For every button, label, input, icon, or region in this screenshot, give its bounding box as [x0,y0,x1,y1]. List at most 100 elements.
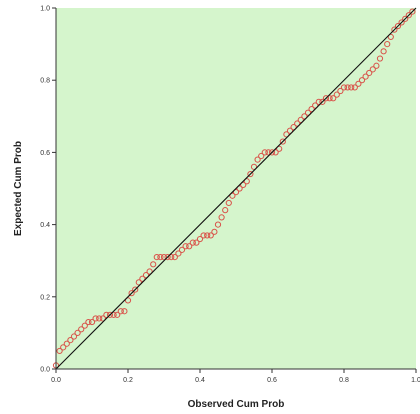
data-point [358,77,366,84]
data-point [103,311,110,318]
data-point [171,253,178,261]
data-point [348,84,355,91]
data-point [333,91,340,98]
data-point [92,315,99,322]
data-point [283,131,290,138]
data-point [340,84,348,91]
data-point [60,344,67,351]
data-point [240,181,247,188]
data-point [99,315,106,322]
data-points [52,8,416,369]
data-point [81,322,88,329]
y-axis: 0.0 0.2 0.4 0.6 0.8 1.0 [40,6,56,374]
data-point [276,145,283,152]
data-point [146,268,153,275]
data-point [268,149,276,156]
data-point [330,95,337,102]
data-point [236,185,243,192]
y-tick-label: 1.0 [40,6,50,13]
data-point [261,149,268,156]
data-point [369,66,376,73]
data-point [110,311,117,318]
data-point [279,138,286,145]
data-point [272,149,279,156]
data-point [135,279,142,286]
data-point [405,12,412,19]
data-point [117,308,124,315]
data-point [200,232,207,239]
data-point [164,253,171,261]
data-point [222,207,229,214]
data-point [391,26,398,33]
x-tick-label: 0.6 [267,377,277,384]
data-point [225,199,232,207]
data-point [106,311,114,318]
data-point [128,290,135,297]
data-point [250,163,258,170]
data-point [337,87,344,95]
data-point [193,239,200,246]
x-tick-label: 0.8 [339,377,349,384]
data-point [160,253,168,261]
data-point [175,250,182,257]
data-point [387,33,394,40]
data-point [124,297,132,304]
data-point [150,261,157,268]
data-point [232,189,240,196]
data-point [312,102,319,109]
data-point [157,253,164,261]
plot-frame [55,8,416,370]
data-point [63,340,70,347]
data-point [96,315,103,322]
data-point [326,95,333,102]
x-axis-title: Observed Cum Prob [188,399,285,410]
data-point [322,95,330,102]
data-point [229,192,236,199]
data-point [384,41,391,48]
y-tick-label: 0.0 [40,367,50,374]
data-point [362,73,369,80]
data-point [380,48,387,55]
data-point [319,98,326,105]
data-point [301,113,308,120]
x-tick-label: 1.0 [411,377,420,384]
data-point [142,272,150,279]
x-tick-label: 0.2 [123,377,133,384]
data-point [243,178,250,185]
data-point [376,55,384,62]
data-point [308,105,315,113]
data-point [304,109,312,116]
data-point [355,80,362,87]
data-point [139,275,146,282]
data-point [70,333,78,340]
data-point [196,235,204,243]
reference-line [55,7,417,370]
data-point [207,232,214,239]
data-point [78,326,85,333]
data-point [74,329,81,336]
x-axis: 0.0 0.2 0.4 0.6 0.8 1.0 [51,369,420,384]
y-tick-label: 0.8 [40,78,50,85]
data-point [373,62,380,69]
data-point [204,232,211,239]
data-point [153,253,160,261]
data-point [409,8,416,15]
data-point [315,98,322,105]
data-point [402,15,409,22]
data-point [351,84,358,91]
y-axis-title: Expected Cum Prob [13,141,24,236]
data-point [286,127,294,134]
data-point [88,318,96,326]
data-point [189,239,196,246]
x-tick-label: 0.0 [51,377,61,384]
data-point [168,253,175,261]
data-point [398,19,405,26]
data-point [218,214,225,221]
data-point [186,243,193,250]
data-point [258,152,265,160]
data-point [85,318,92,326]
data-point [211,228,218,235]
data-point [56,347,63,355]
data-point [290,124,297,131]
